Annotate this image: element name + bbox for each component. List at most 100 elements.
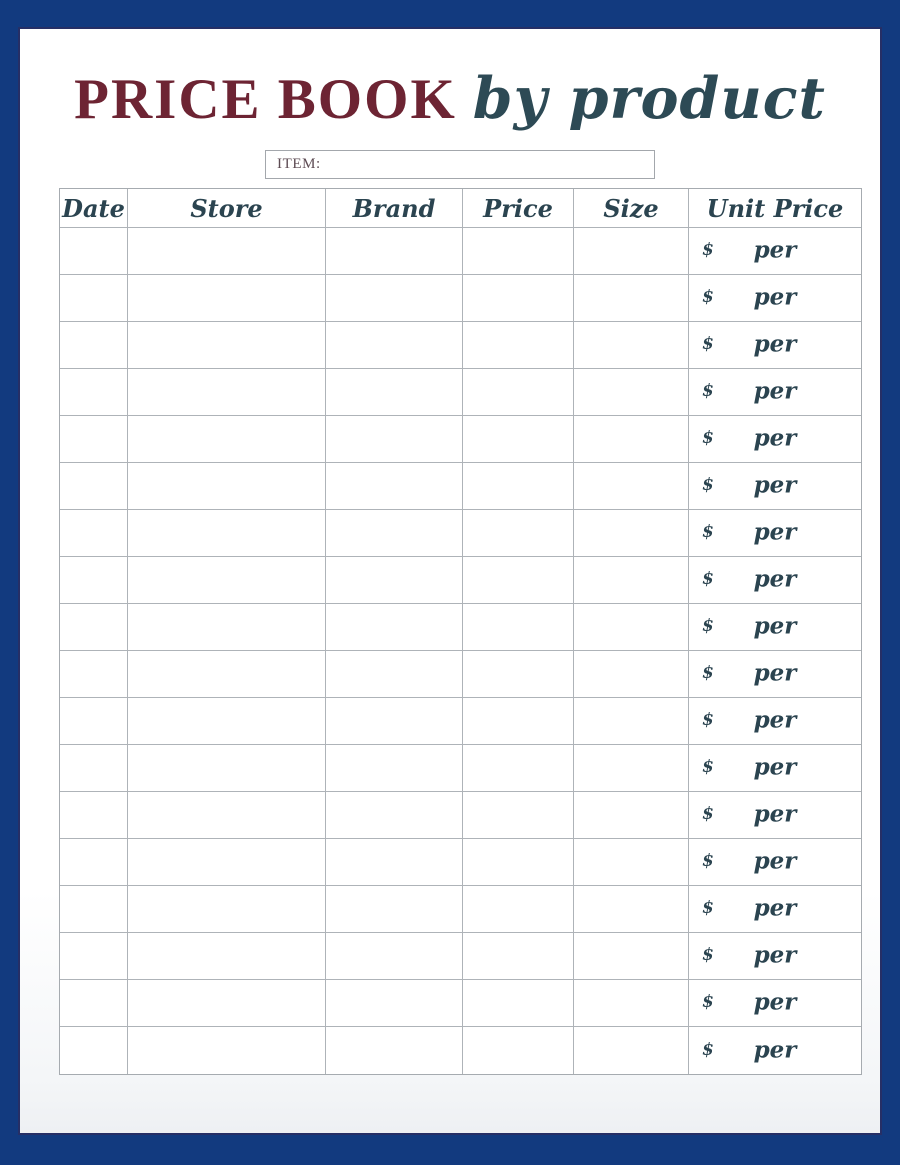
cell-store[interactable]: [128, 698, 326, 745]
cell-size[interactable]: [574, 416, 689, 463]
cell-brand[interactable]: [326, 698, 463, 745]
cell-unit-price[interactable]: $ per: [689, 792, 861, 839]
cell-store[interactable]: [128, 745, 326, 792]
cell-store[interactable]: [128, 369, 326, 416]
cell-size[interactable]: [574, 980, 689, 1027]
cell-brand[interactable]: [326, 1027, 463, 1074]
cell-date[interactable]: [60, 369, 128, 416]
cell-date[interactable]: [60, 839, 128, 886]
cell-price[interactable]: [463, 228, 574, 275]
cell-price[interactable]: [463, 322, 574, 369]
cell-size[interactable]: [574, 651, 689, 698]
cell-store[interactable]: [128, 557, 326, 604]
cell-brand[interactable]: [326, 980, 463, 1027]
cell-brand[interactable]: [326, 886, 463, 933]
cell-unit-price[interactable]: $ per: [689, 228, 861, 275]
cell-store[interactable]: [128, 933, 326, 980]
cell-store[interactable]: [128, 1027, 326, 1074]
cell-price[interactable]: [463, 463, 574, 510]
cell-brand[interactable]: [326, 745, 463, 792]
cell-unit-price[interactable]: $ per: [689, 604, 861, 651]
cell-size[interactable]: [574, 510, 689, 557]
cell-price[interactable]: [463, 416, 574, 463]
cell-store[interactable]: [128, 510, 326, 557]
cell-date[interactable]: [60, 228, 128, 275]
cell-price[interactable]: [463, 651, 574, 698]
cell-store[interactable]: [128, 604, 326, 651]
cell-store[interactable]: [128, 886, 326, 933]
cell-price[interactable]: [463, 886, 574, 933]
cell-unit-price[interactable]: $ per: [689, 322, 861, 369]
cell-size[interactable]: [574, 369, 689, 416]
cell-brand[interactable]: [326, 839, 463, 886]
cell-date[interactable]: [60, 792, 128, 839]
item-field[interactable]: ITEM:: [265, 150, 655, 179]
cell-size[interactable]: [574, 1027, 689, 1074]
cell-brand[interactable]: [326, 792, 463, 839]
cell-brand[interactable]: [326, 557, 463, 604]
cell-price[interactable]: [463, 839, 574, 886]
cell-size[interactable]: [574, 463, 689, 510]
cell-unit-price[interactable]: $ per: [689, 698, 861, 745]
cell-unit-price[interactable]: $ per: [689, 463, 861, 510]
cell-brand[interactable]: [326, 369, 463, 416]
cell-unit-price[interactable]: $ per: [689, 1027, 861, 1074]
cell-price[interactable]: [463, 792, 574, 839]
cell-date[interactable]: [60, 416, 128, 463]
cell-size[interactable]: [574, 228, 689, 275]
cell-date[interactable]: [60, 745, 128, 792]
cell-size[interactable]: [574, 557, 689, 604]
cell-date[interactable]: [60, 557, 128, 604]
cell-date[interactable]: [60, 1027, 128, 1074]
cell-size[interactable]: [574, 604, 689, 651]
cell-store[interactable]: [128, 416, 326, 463]
cell-price[interactable]: [463, 369, 574, 416]
cell-brand[interactable]: [326, 510, 463, 557]
cell-date[interactable]: [60, 322, 128, 369]
cell-date[interactable]: [60, 651, 128, 698]
cell-date[interactable]: [60, 886, 128, 933]
cell-brand[interactable]: [326, 933, 463, 980]
cell-unit-price[interactable]: $ per: [689, 557, 861, 604]
cell-size[interactable]: [574, 886, 689, 933]
cell-brand[interactable]: [326, 275, 463, 322]
cell-date[interactable]: [60, 510, 128, 557]
cell-store[interactable]: [128, 228, 326, 275]
cell-size[interactable]: [574, 322, 689, 369]
cell-store[interactable]: [128, 651, 326, 698]
cell-unit-price[interactable]: $ per: [689, 275, 861, 322]
cell-unit-price[interactable]: $ per: [689, 745, 861, 792]
cell-brand[interactable]: [326, 604, 463, 651]
cell-price[interactable]: [463, 1027, 574, 1074]
cell-brand[interactable]: [326, 651, 463, 698]
cell-store[interactable]: [128, 275, 326, 322]
cell-size[interactable]: [574, 933, 689, 980]
cell-store[interactable]: [128, 463, 326, 510]
cell-store[interactable]: [128, 322, 326, 369]
cell-size[interactable]: [574, 275, 689, 322]
cell-unit-price[interactable]: $ per: [689, 933, 861, 980]
cell-brand[interactable]: [326, 416, 463, 463]
cell-price[interactable]: [463, 275, 574, 322]
cell-price[interactable]: [463, 933, 574, 980]
cell-size[interactable]: [574, 745, 689, 792]
cell-price[interactable]: [463, 745, 574, 792]
cell-date[interactable]: [60, 604, 128, 651]
cell-price[interactable]: [463, 510, 574, 557]
cell-unit-price[interactable]: $ per: [689, 416, 861, 463]
cell-unit-price[interactable]: $ per: [689, 839, 861, 886]
cell-price[interactable]: [463, 557, 574, 604]
cell-unit-price[interactable]: $ per: [689, 510, 861, 557]
cell-brand[interactable]: [326, 228, 463, 275]
cell-unit-price[interactable]: $ per: [689, 651, 861, 698]
cell-brand[interactable]: [326, 322, 463, 369]
cell-unit-price[interactable]: $ per: [689, 369, 861, 416]
cell-price[interactable]: [463, 604, 574, 651]
cell-store[interactable]: [128, 980, 326, 1027]
cell-price[interactable]: [463, 980, 574, 1027]
cell-size[interactable]: [574, 698, 689, 745]
cell-date[interactable]: [60, 463, 128, 510]
cell-unit-price[interactable]: $ per: [689, 980, 861, 1027]
cell-date[interactable]: [60, 933, 128, 980]
cell-price[interactable]: [463, 698, 574, 745]
